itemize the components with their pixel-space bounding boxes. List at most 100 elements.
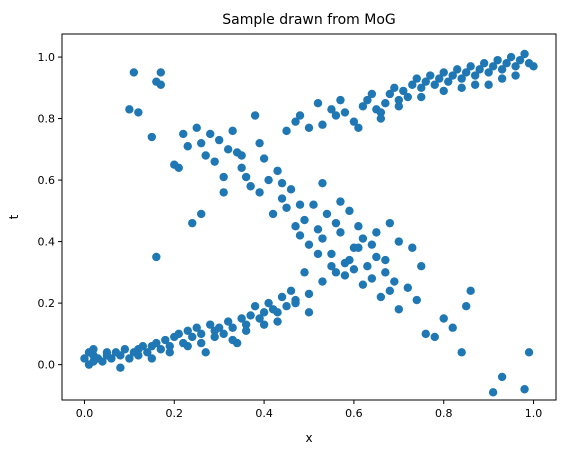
- scatter-point: [183, 341, 192, 351]
- scatter-point: [408, 243, 417, 252]
- scatter-point: [237, 151, 246, 160]
- scatter-point: [394, 102, 404, 111]
- x-tick-label: 0.2: [166, 407, 184, 420]
- scatter-point: [367, 274, 377, 283]
- scatter-point: [345, 255, 354, 265]
- scatter-point: [219, 172, 228, 182]
- scatter-point: [147, 132, 157, 142]
- scatter-point: [345, 206, 354, 216]
- scatter-point: [282, 301, 291, 311]
- scatter-point: [354, 222, 363, 231]
- scatter-point: [358, 234, 368, 243]
- scatter-point: [268, 209, 278, 219]
- scatter-point: [210, 332, 219, 342]
- scatter-point: [210, 157, 219, 166]
- scatter-point: [120, 345, 130, 354]
- scatter-point: [192, 323, 201, 332]
- scatter-point: [277, 178, 287, 188]
- scatter-point: [529, 62, 538, 71]
- scatter-point: [385, 89, 395, 99]
- scatter-point: [273, 308, 282, 317]
- scatter-point: [331, 111, 341, 120]
- scatter-point: [201, 151, 210, 160]
- scatter-point: [318, 234, 327, 243]
- scatter-point: [313, 249, 323, 259]
- scatter-point: [520, 49, 529, 59]
- chart-title: Sample drawn from MoG: [222, 12, 395, 28]
- scatter-point: [295, 111, 305, 120]
- scatter-point: [295, 200, 305, 209]
- scatter-point: [381, 99, 390, 108]
- scatter-point: [147, 354, 157, 363]
- scatter-point: [156, 68, 165, 77]
- scatter-point: [403, 92, 412, 102]
- x-tick-label: 0.0: [76, 407, 94, 420]
- scatter-point: [506, 52, 516, 62]
- scatter-point: [497, 74, 507, 83]
- scatter-point: [444, 77, 453, 86]
- scatter-point: [511, 71, 520, 80]
- scatter-point: [421, 77, 430, 86]
- scatter-point: [188, 218, 197, 228]
- scatter-point: [304, 308, 314, 317]
- scatter-point: [228, 323, 237, 332]
- scatter-point: [349, 265, 359, 274]
- scatter-point: [426, 71, 435, 80]
- scatter-point: [390, 83, 399, 93]
- scatter-point: [331, 218, 341, 228]
- scatter-point: [327, 249, 336, 259]
- scatter-point: [188, 332, 197, 342]
- scatter-point: [430, 80, 439, 89]
- x-tick-label: 0.6: [345, 407, 363, 420]
- scatter-point: [129, 68, 139, 77]
- scatter-point: [161, 335, 170, 345]
- scatter-point: [381, 255, 390, 265]
- scatter-point: [327, 262, 336, 271]
- y-axis-label: t: [7, 214, 21, 219]
- scatter-point: [488, 62, 498, 71]
- scatter-point: [300, 215, 309, 225]
- scatter-point: [259, 308, 269, 317]
- scatter-point: [116, 351, 125, 360]
- scatter-point: [134, 351, 143, 360]
- scatter-point: [363, 95, 372, 105]
- scatter-point: [214, 323, 224, 332]
- scatter-point: [282, 126, 291, 136]
- scatter-point: [376, 108, 386, 117]
- scatter-point: [107, 354, 116, 363]
- scatter-point: [394, 237, 404, 246]
- scatter-point: [273, 317, 282, 326]
- y-tick-label: 1.0: [38, 51, 56, 64]
- scatter-point: [399, 86, 408, 96]
- scatter-point: [286, 185, 296, 194]
- scatter-point: [318, 120, 327, 129]
- y-tick-label: 0.8: [38, 113, 56, 126]
- scatter-point: [394, 305, 404, 314]
- scatter-point: [201, 348, 210, 357]
- scatter-point: [461, 301, 471, 311]
- plot-frame: [61, 33, 557, 401]
- scatter-point: [466, 62, 475, 71]
- scatter-point: [385, 218, 395, 228]
- x-tick-label: 0.4: [255, 407, 273, 420]
- scatter-point: [300, 268, 309, 277]
- scatter-point: [264, 175, 273, 185]
- scatter-point: [524, 348, 534, 357]
- scatter-point: [430, 332, 439, 342]
- scatter-point: [156, 80, 165, 89]
- scatter-point: [336, 95, 345, 105]
- scatter-point: [197, 338, 206, 348]
- scatter-point: [408, 80, 417, 89]
- scatter-point: [255, 314, 264, 323]
- y-tick-label: 0.0: [38, 359, 56, 372]
- scatter-point: [403, 283, 412, 292]
- scatter-point: [174, 163, 183, 172]
- scatter-point: [206, 320, 215, 329]
- y-axis-ticks: 0.0 0.2 0.4 0.6 0.8 1.0: [38, 51, 62, 372]
- scatter-point: [470, 71, 480, 80]
- scatter-point: [417, 83, 426, 93]
- scatter-point: [152, 338, 161, 348]
- scatter-point: [412, 295, 421, 305]
- scatter-point: [197, 209, 206, 219]
- scatter-point: [318, 178, 327, 188]
